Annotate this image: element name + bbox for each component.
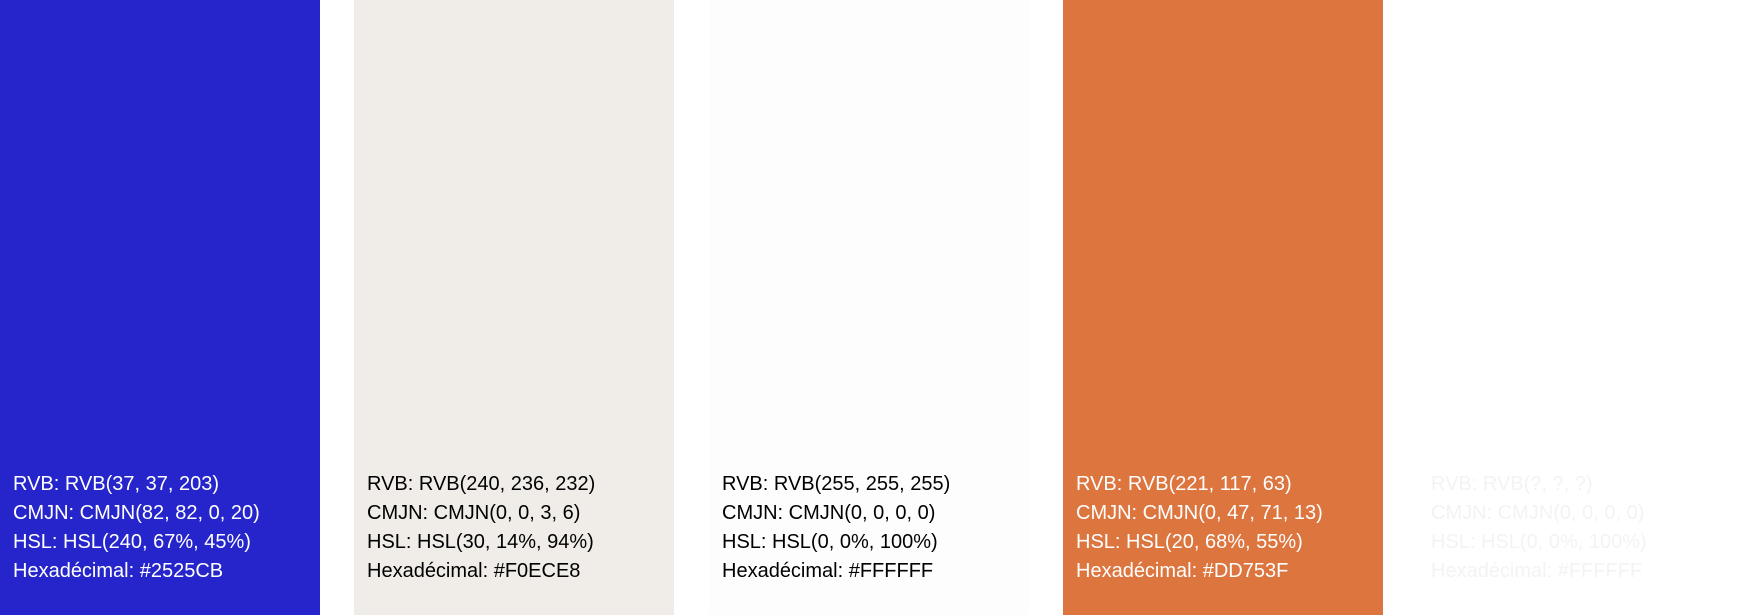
rvb-value: RVB: RVB(221, 117, 63) (1076, 473, 1292, 495)
hsl-value: HSL: HSL(0, 0%, 100%) (722, 531, 938, 553)
hex-value: Hexadécimal: #FFFFFF (722, 560, 934, 582)
rvb-value: RVB: RVB(255, 255, 255) (722, 473, 951, 495)
hsl-value: HSL: HSL(20, 68%, 55%) (1076, 531, 1303, 553)
hex-value: Hexadécimal: #2525CB (13, 560, 224, 582)
cmjn-value: CMJN: CMJN(0, 0, 0, 0) (1431, 502, 1645, 524)
hsl-value: HSL: HSL(0, 0%, 100%) (1431, 531, 1647, 553)
hsl-value: HSL: HSL(30, 14%, 94%) (367, 531, 594, 553)
color-info: RVB: RVB(?, ?, ?) CMJN: CMJN(0, 0, 0, 0)… (1431, 470, 1647, 586)
rvb-value: RVB: RVB(240, 236, 232) (367, 473, 596, 495)
hex-value: Hexadécimal: #DD753F (1076, 560, 1289, 582)
color-swatch-white-faint: RVB: RVB(?, ?, ?) CMJN: CMJN(0, 0, 0, 0)… (1418, 0, 1737, 615)
hex-value: Hexadécimal: #F0ECE8 (367, 560, 581, 582)
color-info: RVB: RVB(240, 236, 232) CMJN: CMJN(0, 0,… (367, 470, 595, 586)
color-swatch-blue: RVB: RVB(37, 37, 203) CMJN: CMJN(82, 82,… (0, 0, 320, 615)
rvb-value: RVB: RVB(?, ?, ?) (1431, 473, 1593, 495)
cmjn-value: CMJN: CMJN(0, 47, 71, 13) (1076, 502, 1323, 524)
color-info: RVB: RVB(37, 37, 203) CMJN: CMJN(82, 82,… (13, 470, 260, 586)
color-info: RVB: RVB(221, 117, 63) CMJN: CMJN(0, 47,… (1076, 470, 1323, 586)
rvb-value: RVB: RVB(37, 37, 203) (13, 473, 220, 495)
cmjn-value: CMJN: CMJN(82, 82, 0, 20) (13, 502, 260, 524)
color-info: RVB: RVB(255, 255, 255) CMJN: CMJN(0, 0,… (722, 470, 950, 586)
hsl-value: HSL: HSL(240, 67%, 45%) (13, 531, 251, 553)
cmjn-value: CMJN: CMJN(0, 0, 0, 0) (722, 502, 936, 524)
color-swatch-orange: RVB: RVB(221, 117, 63) CMJN: CMJN(0, 47,… (1063, 0, 1383, 615)
color-swatch-white: RVB: RVB(255, 255, 255) CMJN: CMJN(0, 0,… (709, 0, 1029, 615)
color-swatch-beige: RVB: RVB(240, 236, 232) CMJN: CMJN(0, 0,… (354, 0, 674, 615)
hex-value: Hexadécimal: #FFFFFF (1431, 560, 1643, 582)
cmjn-value: CMJN: CMJN(0, 0, 3, 6) (367, 502, 581, 524)
